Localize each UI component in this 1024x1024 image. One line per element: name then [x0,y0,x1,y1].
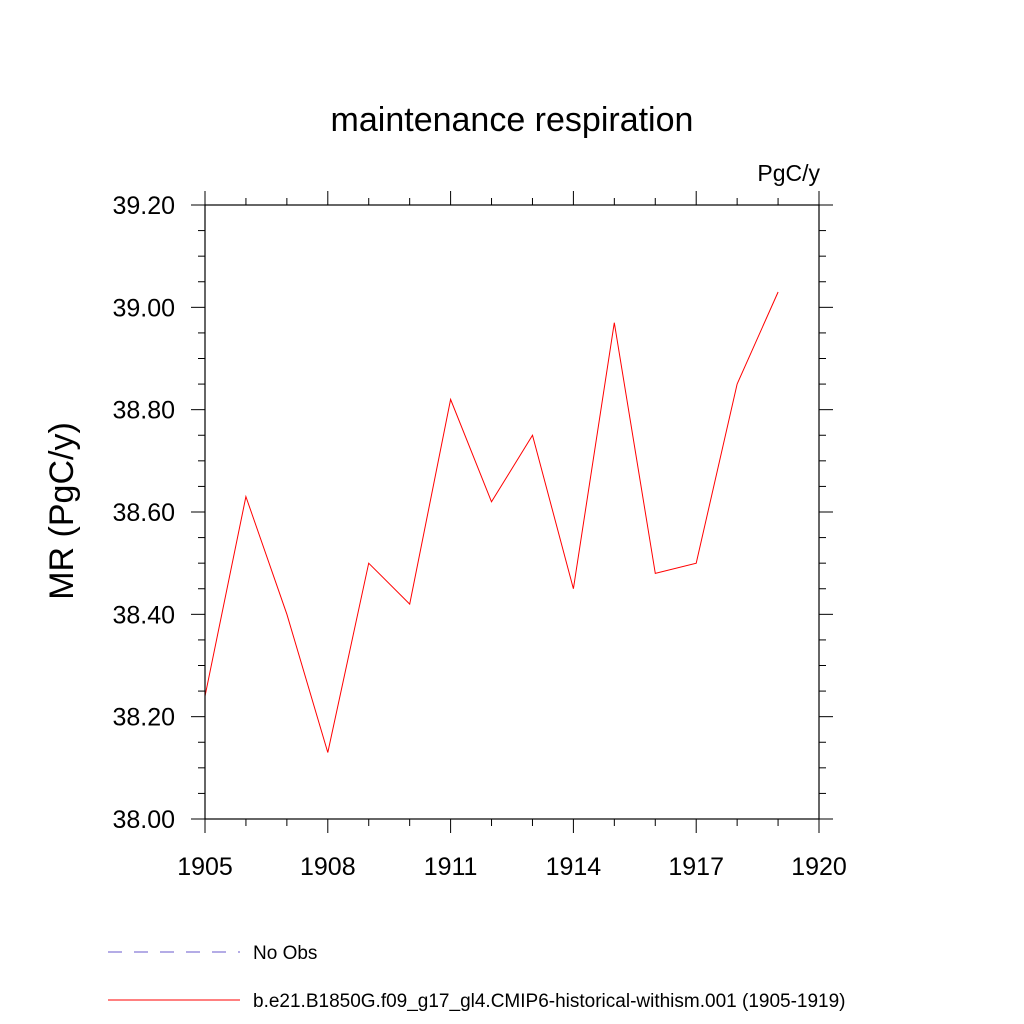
major-ticks [191,191,833,833]
legend: No Obs b.e21.B1850G.f09_g17_gl4.CMIP6-his… [108,943,846,1012]
y-tick-label: 38.80 [112,397,175,425]
y-axis-label: MR (PgC/y) [43,422,81,600]
x-tick-label: 1920 [791,853,847,881]
y-tick-label: 39.20 [112,192,175,220]
plot-frame [204,204,820,820]
x-tick-label: 1911 [424,853,478,881]
series-layer [204,291,779,753]
minor-ticks [198,198,826,826]
tick-labels: 1905 1908 1911 1914 1917 1920 38.00 38.20 38.40 3… [112,192,846,881]
y-tick-label: 38.60 [112,499,175,527]
y-tick-label: 38.20 [112,704,175,732]
units-label: PgC/y [757,160,820,186]
x-tick-label: 1917 [668,853,724,881]
series-line-0 [204,291,779,753]
y-tick-label: 38.00 [112,806,175,834]
legend-label-1: b.e21.B1850G.f09_g17_gl4.CMIP6-historica… [253,991,846,1012]
x-tick-label: 1908 [300,853,356,881]
legend-label-0: No Obs [253,943,317,964]
x-tick-label: 1914 [546,853,602,881]
chart-title: maintenance respiration [331,101,694,139]
x-tick-label: 1905 [177,853,233,881]
y-tick-label: 38.40 [112,601,175,629]
y-tick-label: 39.00 [112,294,175,322]
